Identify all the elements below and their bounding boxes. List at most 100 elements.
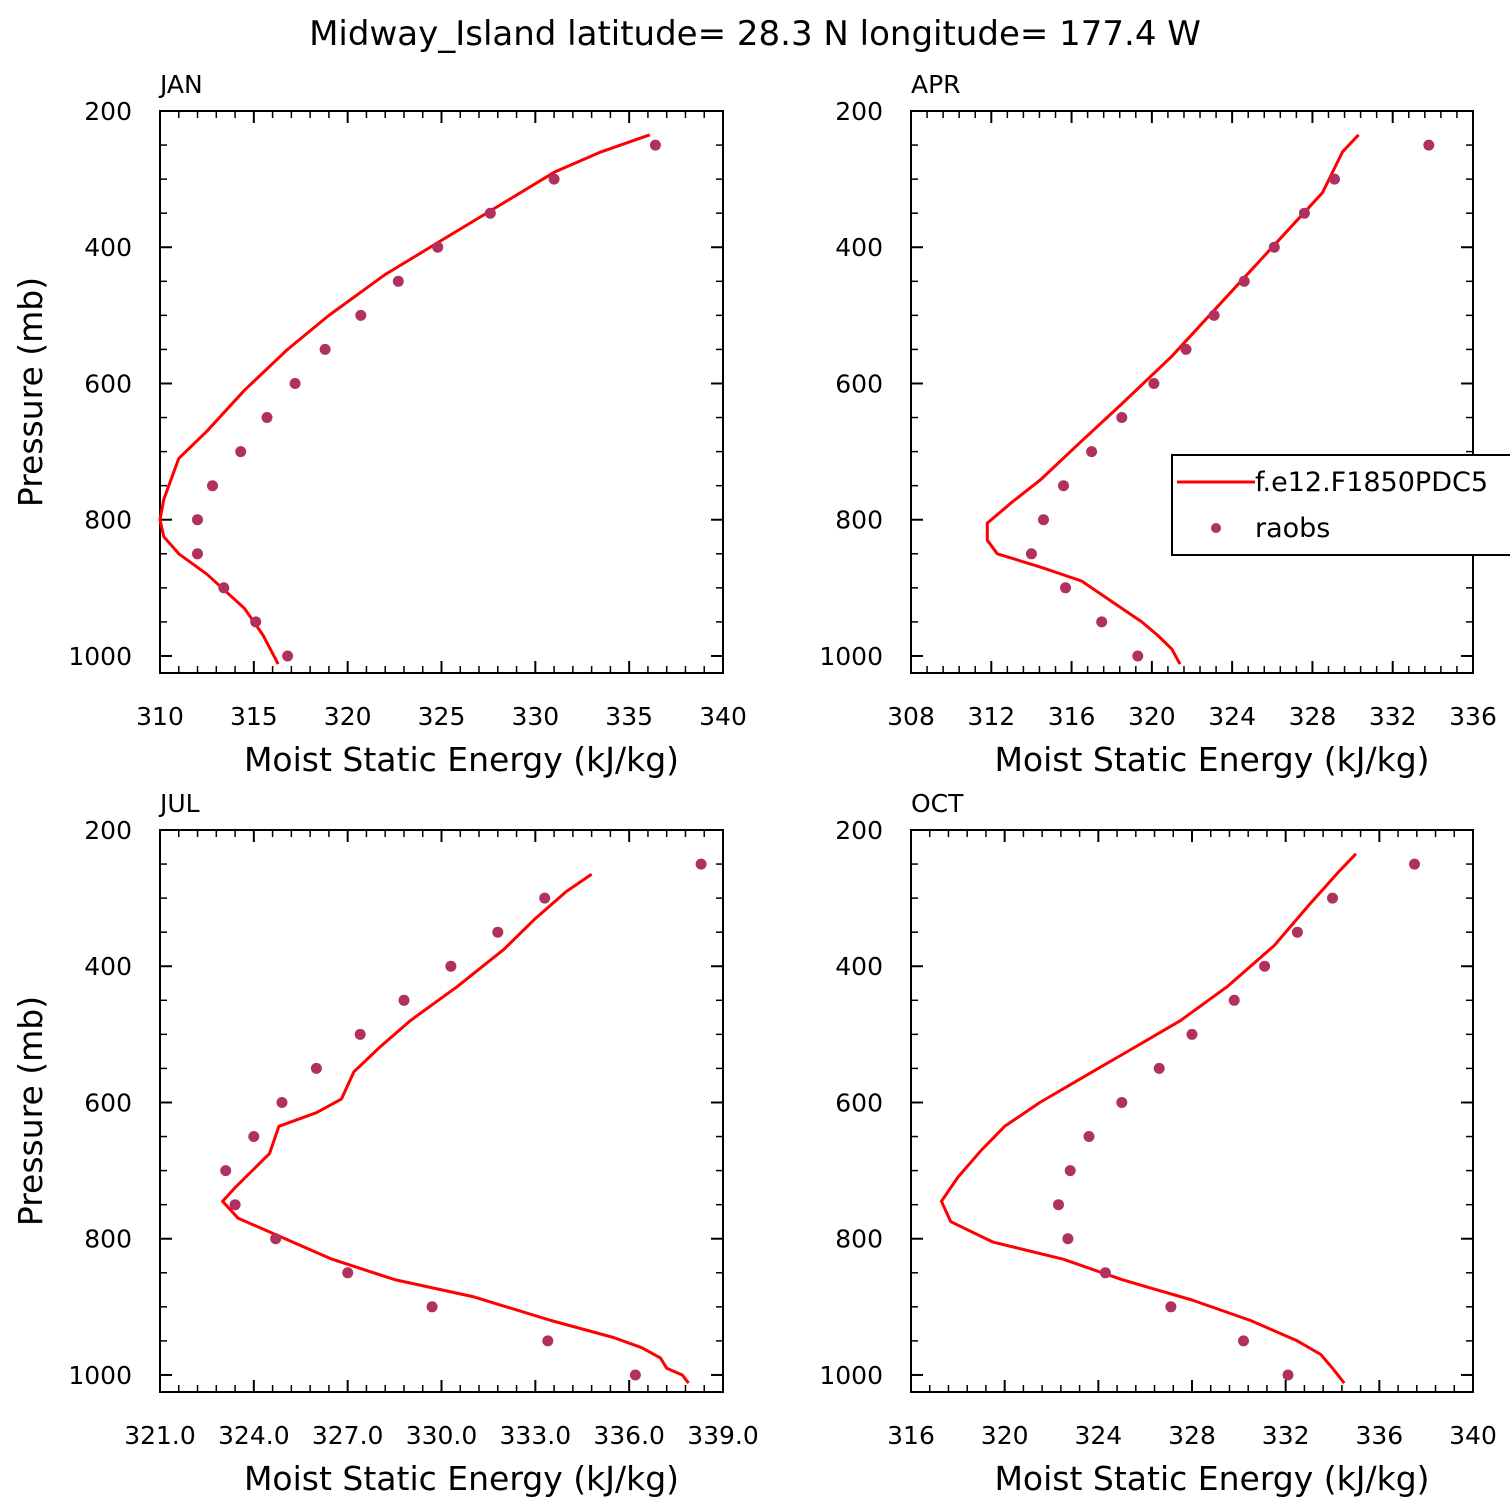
raobs-point	[282, 650, 294, 662]
x-tick-label: 324.0	[218, 1421, 290, 1450]
raobs-point	[1096, 616, 1108, 628]
raobs-point	[649, 139, 661, 151]
raobs-point	[1180, 343, 1192, 355]
y-tick-label: 200	[84, 816, 132, 845]
x-tick-label: 328	[1168, 1421, 1216, 1450]
raobs-point	[192, 514, 203, 526]
y-tick-label: 600	[835, 1088, 883, 1117]
raobs-point	[1238, 275, 1250, 287]
legend-obs-swatch	[1211, 523, 1221, 533]
raobs-point	[310, 1062, 322, 1074]
raobs-point	[218, 582, 230, 594]
y-tick-label: 200	[84, 97, 132, 126]
raobs-point	[354, 1028, 366, 1040]
y-tick-label: 1000	[819, 642, 883, 671]
raobs-point	[1208, 309, 1220, 321]
legend: f.e12.F1850PDC5 raobs	[1171, 454, 1510, 556]
x-tick-label: 320	[981, 1421, 1029, 1450]
panel-jul: JUL 321.0 324.0 327.0 330.0 333.0 336.0 339.0 20…	[11, 789, 759, 1498]
y-axis-label: Pressure (mb)	[11, 996, 50, 1226]
x-axis-label: Moist Static Energy (kJ/kg)	[994, 740, 1429, 779]
raobs-point	[1186, 1028, 1198, 1040]
x-tick-label: 340	[699, 702, 747, 731]
x-tick-label: 332	[1369, 702, 1417, 731]
raobs-point	[355, 309, 367, 321]
raobs-point	[1423, 139, 1435, 151]
y-tick-label: 1000	[819, 1361, 883, 1390]
y-tick-label: 1000	[68, 1361, 132, 1390]
raobs-point	[492, 926, 504, 938]
y-tick-label: 200	[835, 97, 883, 126]
raobs-point	[220, 1165, 232, 1177]
x-tick-label: 324	[1074, 1421, 1122, 1450]
raobs-point	[1327, 892, 1338, 904]
raobs-point	[1053, 1199, 1064, 1211]
x-axis-label: Moist Static Energy (kJ/kg)	[244, 740, 679, 779]
x-tick-label: 316	[1048, 702, 1096, 731]
raobs-point	[1165, 1301, 1177, 1313]
raobs-point	[248, 1131, 260, 1142]
y-tick-label: 400	[835, 952, 883, 981]
raobs-point	[261, 412, 273, 423]
x-tick-label: 330	[511, 702, 559, 731]
raobs-point	[1238, 1335, 1249, 1347]
x-tick-label: 324	[1208, 702, 1256, 731]
y-tick-label: 400	[835, 233, 883, 262]
y-tick-label: 1000	[68, 642, 132, 671]
panel-title: APR	[911, 70, 961, 99]
raobs-point	[1058, 480, 1069, 492]
y-tick-label: 400	[84, 233, 132, 262]
raobs-point	[1083, 1131, 1095, 1142]
panel-jan: JAN 310 315 320 325 330 335 340 200 400 600 800 1000…	[11, 70, 747, 779]
raobs-point	[392, 275, 404, 287]
x-axis-label: Moist Static Energy (kJ/kg)	[994, 1459, 1429, 1498]
raobs-point	[1409, 858, 1420, 870]
plot-frame	[910, 829, 1474, 1393]
x-tick-label: 330.0	[406, 1421, 478, 1450]
panel-apr: APR 308 312 316 320 324 328 332 336 200 400 600 800 1…	[819, 70, 1496, 779]
raobs-point	[1086, 446, 1098, 458]
raobs-point	[539, 892, 551, 904]
x-tick-label: 320	[1128, 702, 1176, 731]
raobs-point	[207, 480, 218, 492]
raobs-point	[426, 1301, 438, 1313]
legend-obs-label: raobs	[1255, 513, 1330, 544]
x-tick-label: 336.0	[593, 1421, 665, 1450]
y-tick-label: 600	[84, 369, 132, 398]
x-tick-label: 308	[887, 702, 935, 731]
plot-frame	[910, 110, 1474, 674]
x-tick-label: 333.0	[500, 1421, 572, 1450]
x-axis-label: Moist Static Energy (kJ/kg)	[244, 1459, 679, 1498]
raobs-point	[695, 858, 707, 870]
raobs-point	[270, 1233, 282, 1245]
figure-title: Midway_Island latitude= 28.3 N longitude…	[309, 14, 1201, 54]
raobs-point	[1062, 1233, 1074, 1245]
raobs-point	[1298, 207, 1310, 219]
raobs-point	[276, 1097, 288, 1108]
y-tick-label: 800	[835, 506, 883, 535]
legend-model-label: f.e12.F1850PDC5	[1255, 467, 1488, 498]
raobs-point	[1116, 412, 1128, 423]
y-tick-label: 200	[835, 816, 883, 845]
x-tick-label: 328	[1289, 702, 1337, 731]
raobs-point	[542, 1335, 554, 1347]
raobs-point	[398, 994, 410, 1006]
panel-oct: OCT 316 320 324 328 332 336 340 200 400 600 800 1000…	[819, 789, 1496, 1498]
x-tick-label: 336	[1449, 702, 1497, 731]
model-line-series	[939, 852, 1357, 1385]
panel-title: JUL	[158, 789, 200, 818]
raobs-point	[484, 207, 496, 219]
raobs-point	[1329, 173, 1340, 185]
x-tick-label: 316	[887, 1421, 935, 1450]
x-tick-label: 335	[605, 702, 653, 731]
raobs-point	[1153, 1062, 1165, 1074]
x-tick-label: 336	[1355, 1421, 1403, 1450]
y-tick-label: 800	[835, 1225, 883, 1254]
raobs-point	[1025, 548, 1037, 560]
raobs-point	[1064, 1165, 1076, 1177]
plot-frame	[159, 829, 724, 1393]
raobs-point	[235, 446, 247, 458]
x-tick-label: 332	[1262, 1421, 1310, 1450]
panels-container: JAN 310 315 320 325 330 335 340 200 400 600 800 1000…	[11, 70, 1497, 1498]
raobs-point	[1148, 378, 1160, 389]
